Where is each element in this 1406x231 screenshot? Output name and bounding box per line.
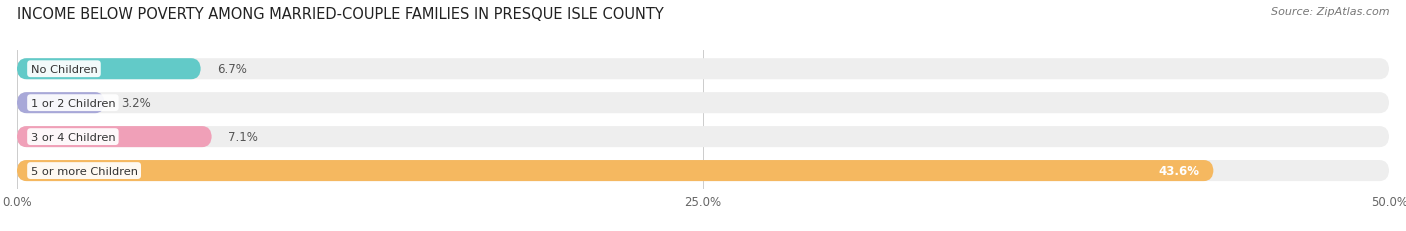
FancyBboxPatch shape xyxy=(17,127,212,148)
Text: 1 or 2 Children: 1 or 2 Children xyxy=(31,98,115,108)
FancyBboxPatch shape xyxy=(17,127,1389,148)
Text: 6.7%: 6.7% xyxy=(217,63,247,76)
Text: 7.1%: 7.1% xyxy=(228,131,259,143)
Text: 3 or 4 Children: 3 or 4 Children xyxy=(31,132,115,142)
FancyBboxPatch shape xyxy=(17,59,201,80)
Text: 3.2%: 3.2% xyxy=(121,97,150,110)
Text: No Children: No Children xyxy=(31,64,97,74)
Text: Source: ZipAtlas.com: Source: ZipAtlas.com xyxy=(1271,7,1389,17)
FancyBboxPatch shape xyxy=(17,93,1389,114)
Text: INCOME BELOW POVERTY AMONG MARRIED-COUPLE FAMILIES IN PRESQUE ISLE COUNTY: INCOME BELOW POVERTY AMONG MARRIED-COUPL… xyxy=(17,7,664,22)
Text: 5 or more Children: 5 or more Children xyxy=(31,166,138,176)
Text: 43.6%: 43.6% xyxy=(1159,164,1199,177)
FancyBboxPatch shape xyxy=(17,93,104,114)
FancyBboxPatch shape xyxy=(17,160,1389,181)
FancyBboxPatch shape xyxy=(17,59,1389,80)
FancyBboxPatch shape xyxy=(17,160,1213,181)
